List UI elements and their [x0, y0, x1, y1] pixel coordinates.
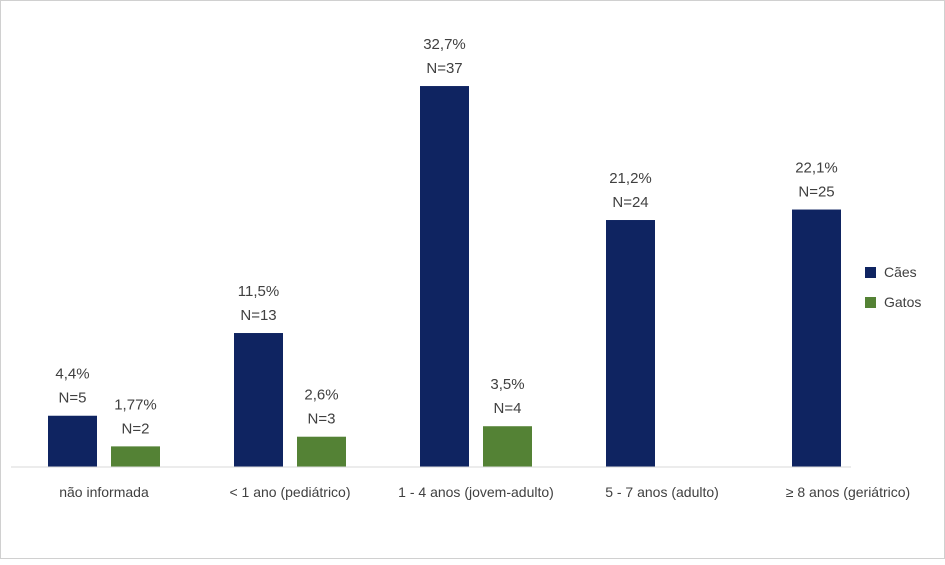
- bar-gatos-0: [111, 446, 160, 467]
- bar-caes-3: [606, 220, 655, 467]
- data-label-pct-0-0: 4,4%: [55, 366, 89, 383]
- bar-gatos-2: [483, 426, 532, 467]
- data-labels-group: 4,4% N=5 1,77% N=2 11,5% N=13 2,6% N=3 32,7% N=37…: [55, 36, 837, 437]
- x-tick-label-2: 1 - 4 anos (jovem-adulto): [398, 484, 554, 500]
- bar-gatos-1: [297, 436, 346, 467]
- legend-label-gatos: Gatos: [884, 294, 922, 310]
- data-label-n-0-4: N=25: [798, 184, 834, 201]
- x-tick-label-1: < 1 ano (pediátrico): [229, 484, 350, 500]
- bar-caes-2: [420, 86, 469, 468]
- data-label-pct-1-0: 1,77%: [114, 396, 157, 413]
- data-label-pct-1-2: 3,5%: [490, 376, 524, 393]
- data-label-n-1-0: N=2: [122, 420, 150, 437]
- data-label-pct-0-1: 11,5%: [238, 283, 279, 300]
- legend-label-caes: Cães: [884, 264, 917, 280]
- bar-caes-4: [792, 209, 841, 467]
- bar-caes-0: [48, 415, 97, 467]
- data-label-n-0-2: N=37: [426, 60, 462, 77]
- data-label-n-1-1: N=3: [308, 411, 336, 428]
- data-label-n-0-3: N=24: [612, 194, 648, 211]
- legend-item-caes: Cães: [865, 257, 921, 287]
- x-tick-label-0: não informada: [59, 484, 149, 500]
- bars-group: [48, 86, 841, 468]
- legend: Cães Gatos: [865, 257, 921, 317]
- legend-swatch-caes: [865, 266, 876, 278]
- x-tick-label-4: ≥ 8 anos (geriátrico): [786, 484, 910, 500]
- data-label-pct-0-2: 32,7%: [423, 36, 466, 53]
- data-label-pct-0-4: 22,1%: [795, 160, 838, 177]
- data-label-pct-0-3: 21,2%: [609, 170, 652, 187]
- bar-caes-1: [234, 333, 283, 467]
- data-label-n-0-0: N=5: [59, 390, 87, 407]
- data-label-pct-1-1: 2,6%: [304, 387, 338, 404]
- legend-item-gatos: Gatos: [865, 287, 921, 317]
- data-label-n-0-1: N=13: [240, 307, 276, 324]
- x-tick-label-3: 5 - 7 anos (adulto): [605, 484, 719, 500]
- x-tick-labels-group: não informada < 1 ano (pediátrico) 1 - 4 a…: [59, 484, 910, 500]
- data-label-n-1-2: N=4: [494, 400, 522, 417]
- legend-swatch-gatos: [865, 296, 876, 308]
